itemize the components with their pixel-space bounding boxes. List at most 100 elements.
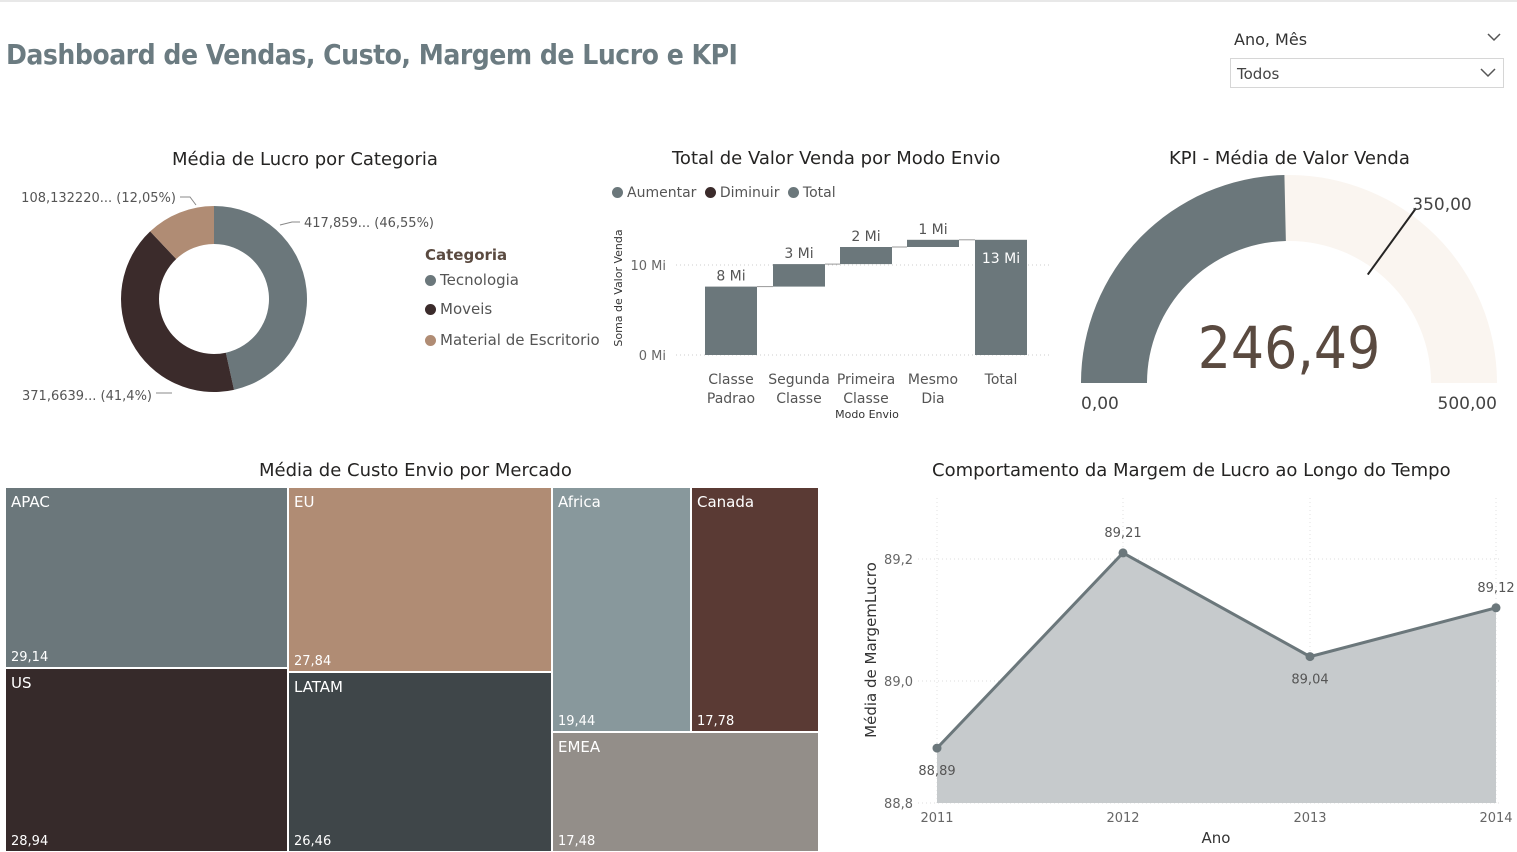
waterfall-bar [773, 264, 825, 287]
donut-slice-moveis [120, 231, 235, 392]
slicer-label: Ano, Mês [1234, 30, 1308, 49]
legend-label: Total [802, 185, 836, 201]
area-fill [937, 552, 1496, 803]
x-tick-label: 2013 [1293, 811, 1326, 826]
donut-slice-tecnologia [214, 206, 307, 390]
legend-item-material[interactable]: Material de Escritorio [425, 331, 600, 349]
treemap-tile-value: 17,78 [697, 714, 735, 729]
waterfall-bar [975, 239, 1027, 355]
waterfall-title: Total de Valor Venda por Modo Envio [672, 148, 1001, 169]
x-axis-label: Ano [1202, 829, 1231, 847]
x-axis-label: Modo Envio [835, 408, 899, 421]
legend-item-tecnologia[interactable]: Tecnologia [425, 271, 519, 289]
treemap-title: Média de Custo Envio por Mercado [259, 460, 572, 481]
series-line [935, 551, 1497, 750]
top-border [0, 0, 1517, 2]
treemap-tile-canada[interactable]: Canada 17,78 [691, 487, 819, 732]
legend-dot [425, 275, 436, 286]
line-data-label: 89,21 [1104, 526, 1141, 541]
legend-dot [425, 335, 436, 346]
x-tick-label: Mesmo [908, 372, 958, 388]
x-tick-label: 2011 [920, 811, 953, 826]
treemap-tile-value: 28,94 [11, 834, 49, 849]
legend-label: Moveis [440, 300, 493, 318]
legend-item-aumentar[interactable]: Aumentar [612, 185, 696, 201]
slicer-dropdown[interactable]: Todos [1230, 58, 1504, 88]
y-axis-label: Soma de Valor Venda [612, 229, 625, 346]
waterfall-bar [705, 286, 757, 355]
x-tick-label: Total [984, 372, 1018, 388]
legend-item-diminuir[interactable]: Diminuir [704, 185, 780, 201]
line-data-label: 89,12 [1477, 581, 1514, 596]
x-tick-label: Dia [921, 391, 944, 407]
waterfall-legend: Aumentar Diminuir Total [612, 185, 840, 201]
donut-title: Média de Lucro por Categoria [172, 149, 438, 170]
gauge-fill [1081, 175, 1286, 383]
treemap-tile-value: 17,48 [558, 834, 596, 849]
x-tick-label: Segunda [768, 372, 830, 388]
chevron-down-icon[interactable] [1486, 30, 1502, 44]
treemap-tile-value: 19,44 [558, 714, 596, 729]
line-title: Comportamento da Margem de Lucro ao Long… [932, 460, 1451, 481]
x-tick-label: Classe [843, 391, 888, 407]
data-point [1491, 603, 1501, 613]
treemap-tile-name: EU [294, 493, 315, 511]
treemap-tile-eu[interactable]: EU 27,84 [288, 487, 552, 672]
data-point [1305, 652, 1315, 662]
treemap-tile-apac[interactable]: APAC 29,14 [5, 487, 288, 668]
chevron-down-icon [1480, 68, 1496, 78]
donut-data-label: 108,132220... (12,05%) [21, 191, 176, 206]
x-tick-label: Classe [776, 391, 821, 407]
donut-slice-material [150, 206, 214, 260]
data-point [932, 743, 942, 753]
legend-dot [787, 187, 799, 198]
legend-dot [704, 187, 716, 198]
y-tick-label: 89,0 [884, 675, 913, 690]
treemap-tile-name: Canada [697, 493, 755, 511]
y-tick-label: 89,2 [884, 553, 913, 568]
waterfall-data-label: 13 Mi [982, 251, 1020, 267]
legend-item-moveis[interactable]: Moveis [425, 300, 492, 318]
treemap-tile-value: 27,84 [294, 654, 332, 669]
treemap-tile-emea[interactable]: EMEA 17,48 [552, 732, 819, 852]
gauge-value: 246,49 [1198, 314, 1381, 382]
waterfall-data-label: 3 Mi [784, 246, 813, 262]
treemap-tile-latam[interactable]: LATAM 26,46 [288, 672, 552, 852]
x-tick-label: 2014 [1479, 811, 1512, 826]
gauge-target-marker [1366, 207, 1417, 276]
page-title: Dashboard de Vendas, Custo, Margem de Lu… [6, 38, 738, 71]
donut-data-label: 417,859... (46,55%) [304, 216, 434, 231]
gauge-min-label: 0,00 [1081, 394, 1119, 414]
treemap-tile-name: LATAM [294, 678, 343, 696]
y-tick-label: 10 Mi [630, 259, 666, 274]
legend-item-total[interactable]: Total [787, 185, 836, 201]
y-tick-label: 0 Mi [639, 349, 666, 364]
waterfall-bar [840, 247, 892, 265]
legend-dot [612, 187, 623, 198]
donut-data-label: 371,6639... (41,4%) [22, 389, 152, 404]
treemap-tile-name: Africa [558, 493, 601, 511]
treemap-tile-africa[interactable]: Africa 19,44 [552, 487, 691, 732]
data-point [1118, 548, 1128, 558]
y-axis-label: Média de MargemLucro [862, 562, 880, 738]
waterfall-data-label: 2 Mi [851, 229, 880, 245]
gauge-title: KPI - Média de Valor Venda [1169, 148, 1410, 169]
legend-label: Material de Escritorio [440, 331, 600, 349]
x-tick-label: Padrao [707, 391, 755, 407]
y-tick-label: 88,8 [884, 797, 913, 812]
slicer-value: Todos [1237, 65, 1280, 83]
treemap-tile-us[interactable]: US 28,94 [5, 668, 288, 852]
waterfall-bar [907, 239, 959, 247]
waterfall-data-label: 1 Mi [918, 222, 947, 238]
label-leader [180, 196, 197, 206]
waterfall-data-label: 8 Mi [716, 269, 745, 285]
legend-dot [425, 304, 436, 315]
treemap-tile-name: APAC [11, 493, 50, 511]
x-tick-label: 2012 [1106, 811, 1139, 826]
treemap-tile-value: 29,14 [11, 650, 49, 665]
legend-label: Tecnologia [440, 271, 519, 289]
legend-label: Diminuir [719, 185, 780, 201]
line-data-label: 88,89 [918, 764, 955, 779]
legend-label: Aumentar [627, 185, 697, 201]
